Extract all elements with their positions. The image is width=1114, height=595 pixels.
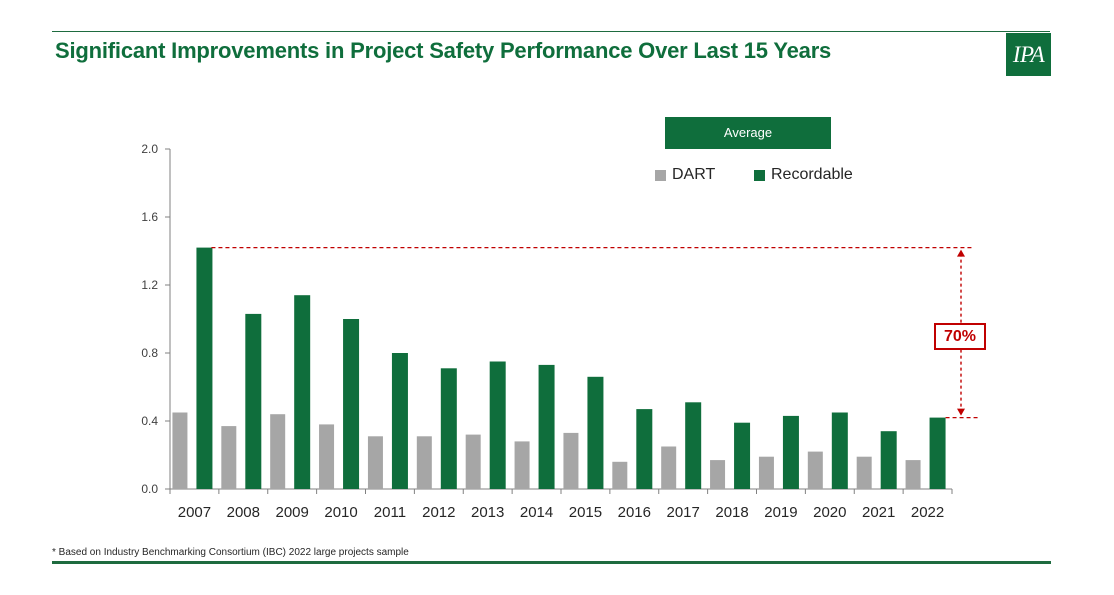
- bar-recordable-2009: [294, 295, 311, 489]
- legend-label-dart: DART: [672, 166, 716, 183]
- reduction-arrow-head-down: [957, 408, 965, 416]
- x-tick-label: 2020: [813, 504, 846, 521]
- bar-recordable-2013: [489, 361, 506, 489]
- x-tick-label: 2009: [276, 504, 309, 521]
- x-tick-label: 2022: [911, 504, 944, 521]
- x-tick-label: 2019: [764, 504, 797, 521]
- bar-dart-2008: [221, 426, 237, 489]
- x-tick-label: 2015: [569, 504, 602, 521]
- ipa-logo: IPA: [1006, 33, 1051, 76]
- legend-swatch-recordable: [754, 169, 765, 181]
- bar-recordable-2019: [782, 415, 799, 489]
- legend-item-recordable: Recordable: [754, 166, 853, 184]
- bar-dart-2020: [807, 451, 823, 489]
- x-tick-label: 2016: [618, 504, 651, 521]
- x-tick-label: 2021: [862, 504, 895, 521]
- bar-recordable-2007: [196, 247, 213, 489]
- bar-dart-2014: [514, 441, 530, 489]
- x-tick-label: 2008: [227, 504, 260, 521]
- bar-recordable-2020: [831, 412, 848, 489]
- bar-dart-2015: [563, 432, 579, 489]
- bottom-rule: [52, 561, 1051, 564]
- legend-label-recordable: Recordable: [771, 166, 853, 183]
- bar-recordable-2014: [538, 364, 555, 489]
- x-tick-label: 2007: [178, 504, 211, 521]
- page-title: Significant Improvements in Project Safe…: [55, 38, 832, 63]
- bar-recordable-2018: [734, 422, 751, 489]
- bar-dart-2018: [710, 460, 726, 489]
- bar-recordable-2010: [343, 319, 360, 489]
- bar-recordable-2021: [880, 431, 897, 489]
- x-tick-label: 2018: [715, 504, 748, 521]
- bar-recordable-2012: [440, 368, 457, 489]
- bar-recordable-2011: [391, 353, 408, 489]
- x-tick-label: 2011: [374, 504, 406, 521]
- bar-recordable-2015: [587, 376, 604, 489]
- bar-dart-2019: [758, 456, 774, 489]
- bar-dart-2012: [416, 436, 432, 489]
- y-tick-label: 1.2: [141, 278, 158, 292]
- y-tick-label: 0.0: [141, 482, 158, 496]
- bar-dart-2009: [270, 414, 286, 489]
- bar-dart-2022: [905, 460, 921, 489]
- bar-dart-2010: [319, 424, 335, 489]
- bar-dart-2013: [465, 434, 481, 489]
- reduction-arrow-head-up: [957, 249, 965, 257]
- bar-dart-2017: [661, 446, 677, 489]
- legend-item-dart: DART: [655, 166, 715, 184]
- bar-recordable-2022: [929, 417, 946, 489]
- x-tick-label: 2014: [520, 504, 553, 521]
- x-tick-label: 2017: [667, 504, 700, 521]
- footnote: * Based on Industry Benchmarking Consort…: [52, 547, 409, 558]
- x-tick-label: 2013: [471, 504, 504, 521]
- x-tick-label: 2012: [422, 504, 455, 521]
- reduction-percent-label: 70%: [934, 323, 986, 350]
- y-tick-label: 0.8: [141, 346, 158, 360]
- bar-recordable-2016: [636, 409, 653, 489]
- bar-dart-2007: [172, 412, 188, 489]
- bar-recordable-2008: [245, 313, 262, 489]
- legend-title: Average: [665, 117, 831, 149]
- bar-dart-2011: [367, 436, 383, 489]
- y-tick-label: 1.6: [141, 210, 158, 224]
- bar-recordable-2017: [685, 402, 702, 489]
- legend-swatch-dart: [655, 169, 666, 181]
- y-tick-label: 0.4: [141, 414, 158, 428]
- y-tick-label: 2.0: [141, 142, 158, 156]
- x-tick-label: 2010: [324, 504, 357, 521]
- top-rule: [52, 31, 1050, 32]
- bar-dart-2016: [612, 461, 628, 489]
- bar-dart-2021: [856, 456, 872, 489]
